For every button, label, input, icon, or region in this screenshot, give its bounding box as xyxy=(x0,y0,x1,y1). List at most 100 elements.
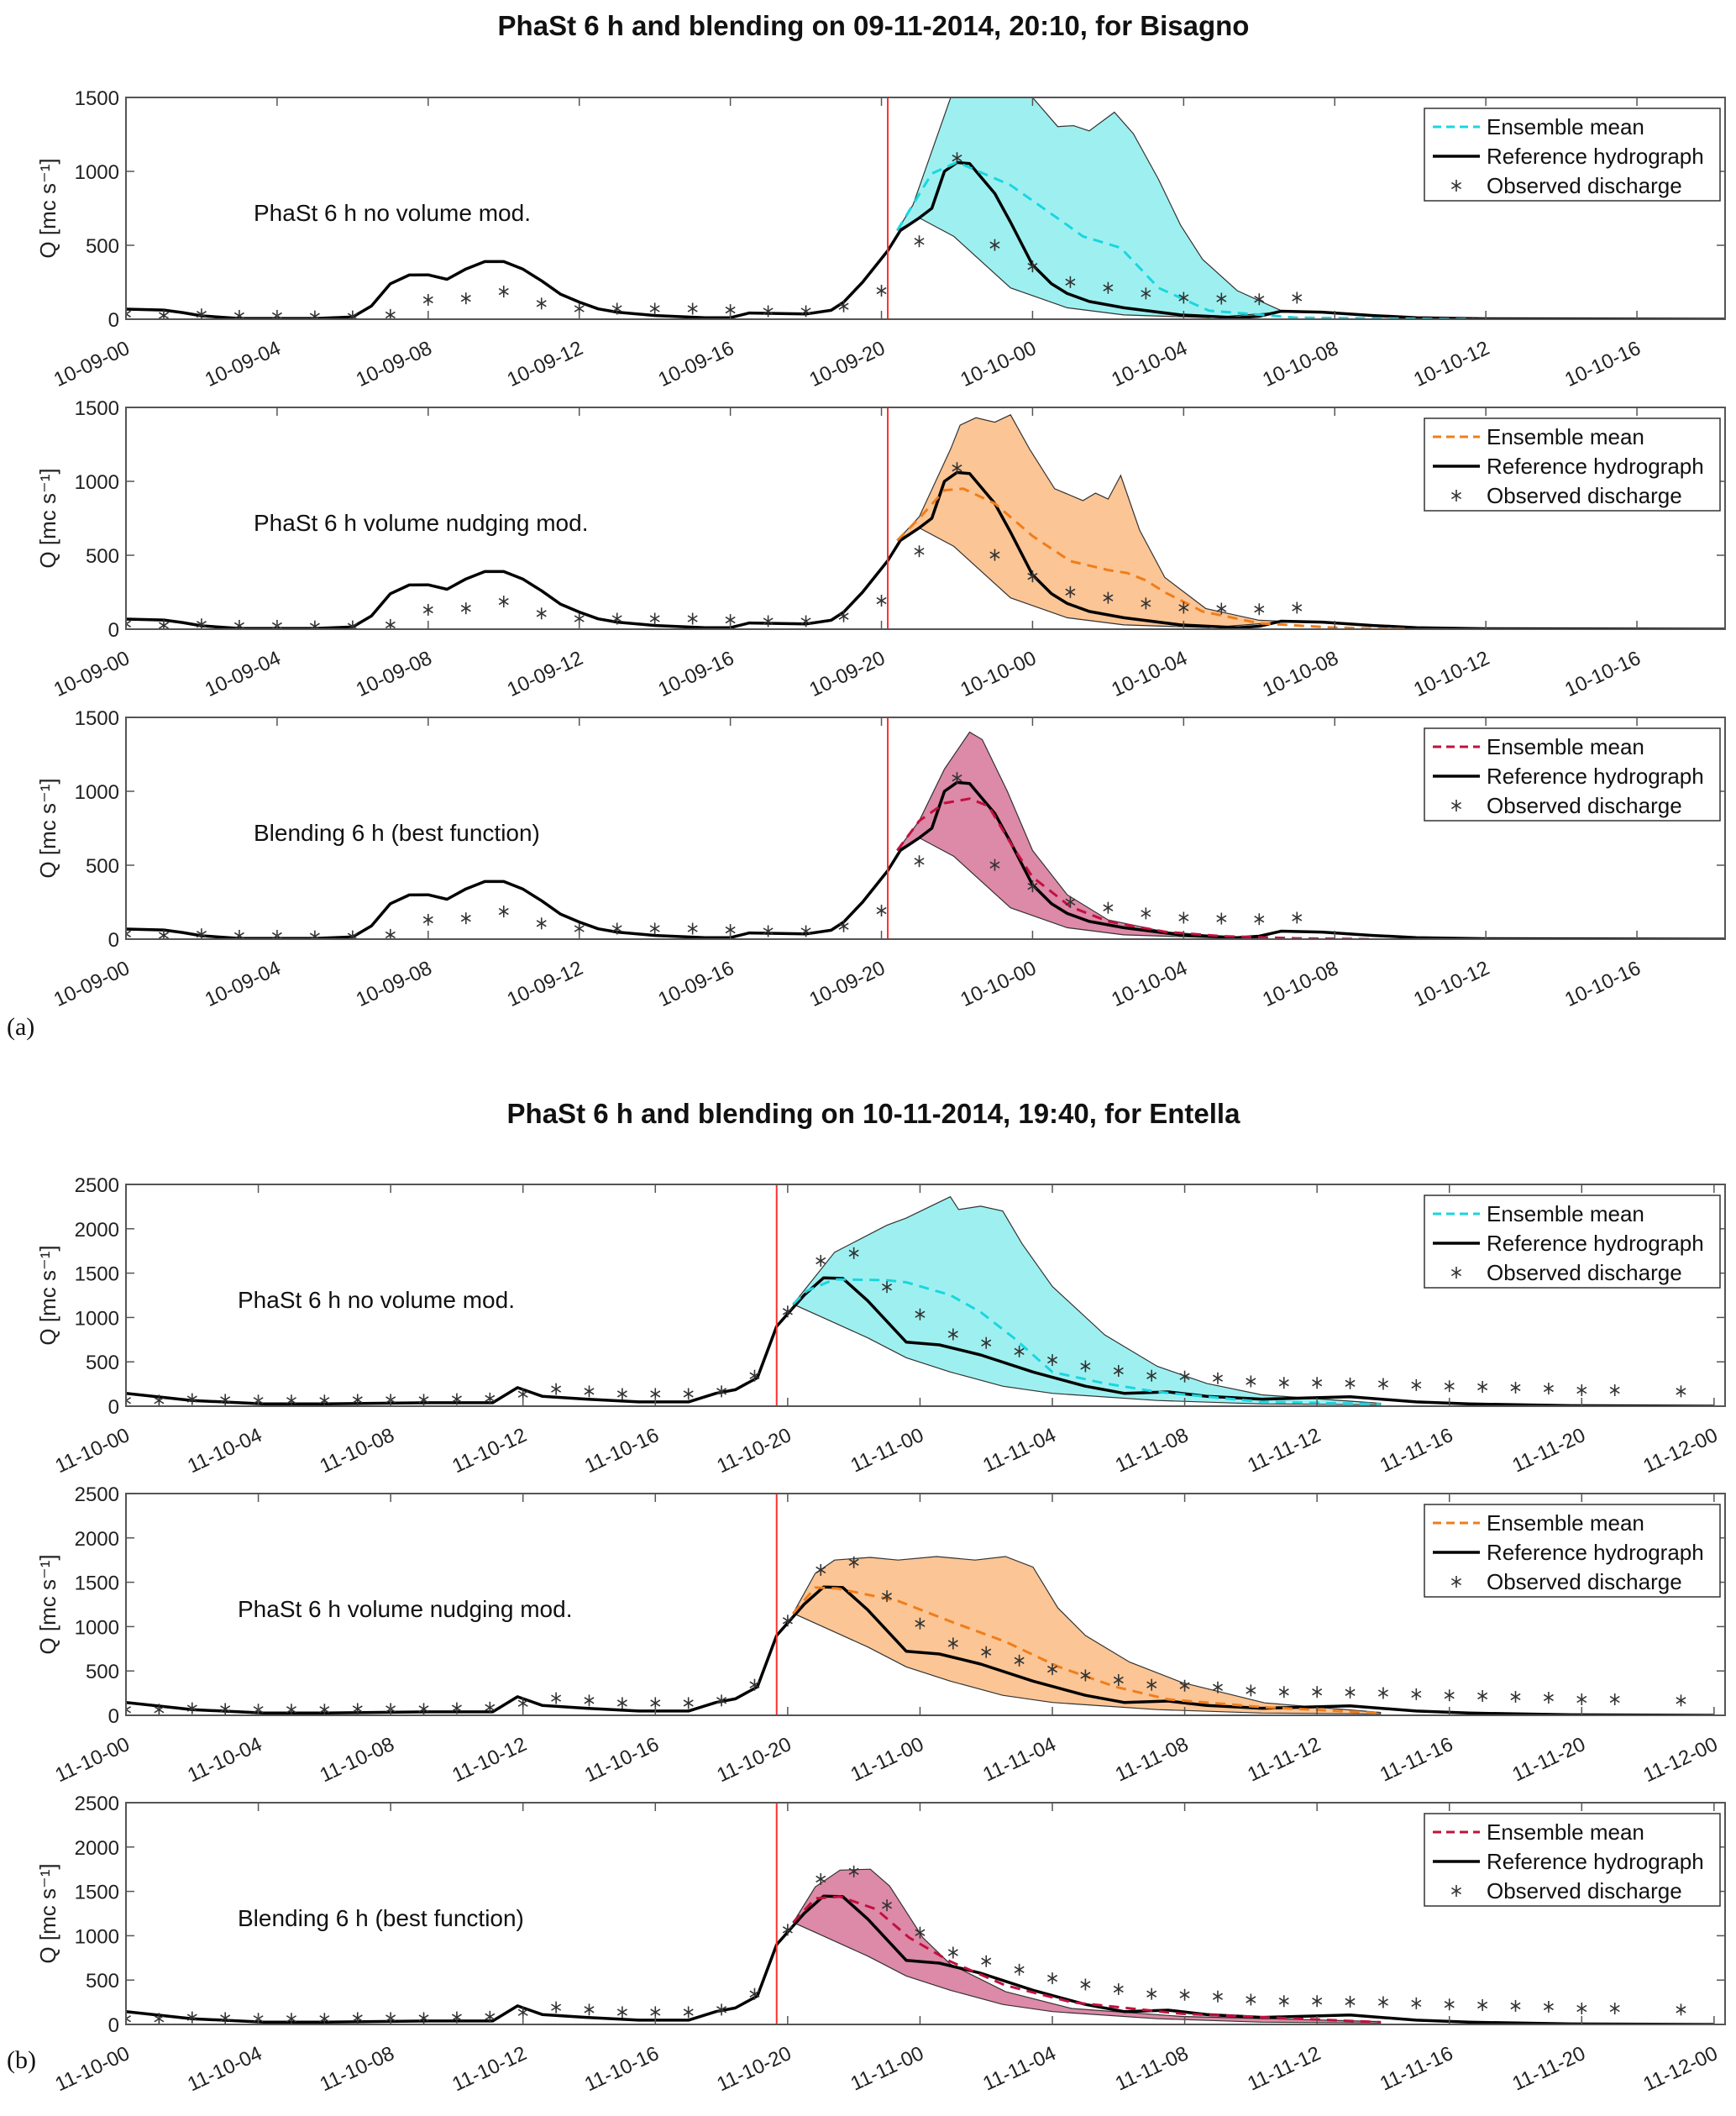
x-tick-label: 10-10-04 xyxy=(1108,647,1190,701)
x-tick-label: 11-11-12 xyxy=(1244,2042,1324,2096)
asterisk-stroke xyxy=(838,302,849,310)
observed-point xyxy=(1212,1681,1223,1693)
panel-label: (b) xyxy=(7,2046,36,2074)
observed-point xyxy=(782,1924,793,1936)
observed-point xyxy=(485,1392,496,1405)
asterisk-stroke xyxy=(650,1390,661,1398)
subplot: 0 500 1000 1500 2000 2500 Q [mc s⁻¹] 11-10-00 11… xyxy=(35,1483,1726,1787)
x-tick-label: 11-11-08 xyxy=(1112,1424,1192,1478)
x-tick-label: 10-10-00 xyxy=(957,647,1039,701)
figure-0: PhaSt 6 h and blending on 09-11-2014, 20… xyxy=(7,10,1726,1041)
subplot: 0 500 1000 1500 Q [mc s⁻¹] 10-09-00 10-09-04 10… xyxy=(35,397,1726,701)
observed-point xyxy=(1278,1686,1289,1699)
asterisk-stroke xyxy=(319,2015,330,2023)
legend-ensemble-mean: Ensemble mean xyxy=(1487,1201,1644,1226)
observed-point xyxy=(876,595,887,607)
asterisk-stroke xyxy=(1179,1682,1190,1689)
asterisk-stroke xyxy=(1014,1657,1025,1665)
asterisk-stroke xyxy=(574,305,585,312)
observed-point xyxy=(716,1385,727,1398)
legend-ensemble-mean: Ensemble mean xyxy=(1487,1510,1644,1536)
y-tick-label: 1000 xyxy=(75,471,119,494)
legend: Ensemble mean Reference hydrograph Observe… xyxy=(1424,727,1721,822)
observed-point xyxy=(220,2012,231,2024)
observed-point xyxy=(816,1254,826,1267)
x-tick-label: 10-10-08 xyxy=(1259,647,1341,701)
observed-point xyxy=(584,1694,595,1707)
observed-point xyxy=(616,1388,627,1400)
observed-point xyxy=(1254,293,1265,306)
legend-ensemble-mean: Ensemble mean xyxy=(1487,734,1644,759)
asterisk-stroke xyxy=(914,238,925,245)
observed-point xyxy=(952,152,962,165)
observed-point xyxy=(126,307,132,319)
observed-point xyxy=(649,302,660,315)
observed-point xyxy=(1103,281,1114,294)
asterisk-stroke xyxy=(1278,1379,1289,1387)
observed-point xyxy=(1576,1693,1587,1705)
observed-point xyxy=(154,1704,165,1715)
asterisk-stroke xyxy=(1576,1695,1587,1704)
observed-point xyxy=(882,1281,893,1294)
asterisk-stroke xyxy=(233,932,244,939)
observed-point xyxy=(158,309,170,319)
asterisk-stroke xyxy=(782,1617,793,1625)
observed-point xyxy=(418,2012,429,2024)
asterisk-stroke xyxy=(915,1929,926,1936)
observed-point xyxy=(319,1704,330,1715)
subplot: 0 500 1000 1500 2000 2500 Q [mc s⁻¹] 11-10-00 11… xyxy=(35,1793,1726,2096)
asterisk-stroke xyxy=(126,1709,132,1714)
y-tick-label: 1000 xyxy=(75,1307,119,1330)
asterisk-stroke xyxy=(220,2014,231,2022)
y-tick-label: 0 xyxy=(108,929,119,952)
x-tick-label: 10-09-20 xyxy=(806,957,889,1011)
y-tick-label: 500 xyxy=(86,1970,119,1993)
ensemble-mean-line xyxy=(896,797,1373,939)
observed-point xyxy=(220,1394,231,1406)
x-tick-label: 10-10-12 xyxy=(1410,647,1492,701)
axes-box xyxy=(125,1184,1726,1407)
asterisk-stroke xyxy=(1411,1690,1422,1699)
asterisk-stroke xyxy=(687,925,698,932)
asterisk-stroke xyxy=(1510,1384,1521,1392)
observed-point xyxy=(1312,1377,1323,1389)
legend-observed-discharge: Observed discharge xyxy=(1487,173,1682,198)
asterisk-stroke xyxy=(649,925,660,932)
x-tick-label: 10-09-04 xyxy=(202,957,284,1011)
observed-point xyxy=(485,2010,496,2023)
asterisk-stroke xyxy=(749,1372,760,1379)
asterisk-stroke xyxy=(816,1875,826,1883)
x-tick-label: 10-09-12 xyxy=(504,647,586,701)
y-tick-label: 2000 xyxy=(75,1528,119,1551)
asterisk-stroke xyxy=(385,311,396,319)
legend-box xyxy=(1424,1195,1721,1289)
asterisk-stroke xyxy=(551,1385,562,1393)
asterisk-stroke xyxy=(611,305,622,312)
x-tick-label: 10-10-00 xyxy=(957,337,1039,391)
asterisk-stroke xyxy=(1450,1578,1462,1586)
ensemble-band xyxy=(792,1556,1382,1714)
asterisk-stroke xyxy=(1254,606,1265,613)
observed-point xyxy=(838,300,849,312)
y-tick-label: 500 xyxy=(86,1352,119,1374)
asterisk-stroke xyxy=(126,930,132,935)
asterisk-stroke xyxy=(1254,916,1265,923)
asterisk-stroke xyxy=(1179,1991,1190,1998)
observed-point xyxy=(1014,1963,1025,1976)
asterisk-stroke xyxy=(1312,1998,1323,2005)
observed-point xyxy=(1178,911,1189,924)
ensemble-mean-line xyxy=(792,1895,1381,2024)
legend-box xyxy=(1424,1504,1721,1598)
observed-point xyxy=(158,929,170,939)
observed-point xyxy=(352,2012,363,2024)
observed-point xyxy=(1477,1998,1488,2011)
asterisk-stroke xyxy=(1178,914,1189,921)
observed-point xyxy=(882,1899,893,1912)
asterisk-stroke xyxy=(1345,1998,1356,2006)
observed-point xyxy=(196,928,207,939)
asterisk-stroke xyxy=(848,1249,859,1258)
observed-point xyxy=(687,922,698,935)
asterisk-stroke xyxy=(616,1699,627,1707)
y-axis-label: Q [mc s⁻¹] xyxy=(35,158,60,258)
observed-point xyxy=(309,930,320,939)
